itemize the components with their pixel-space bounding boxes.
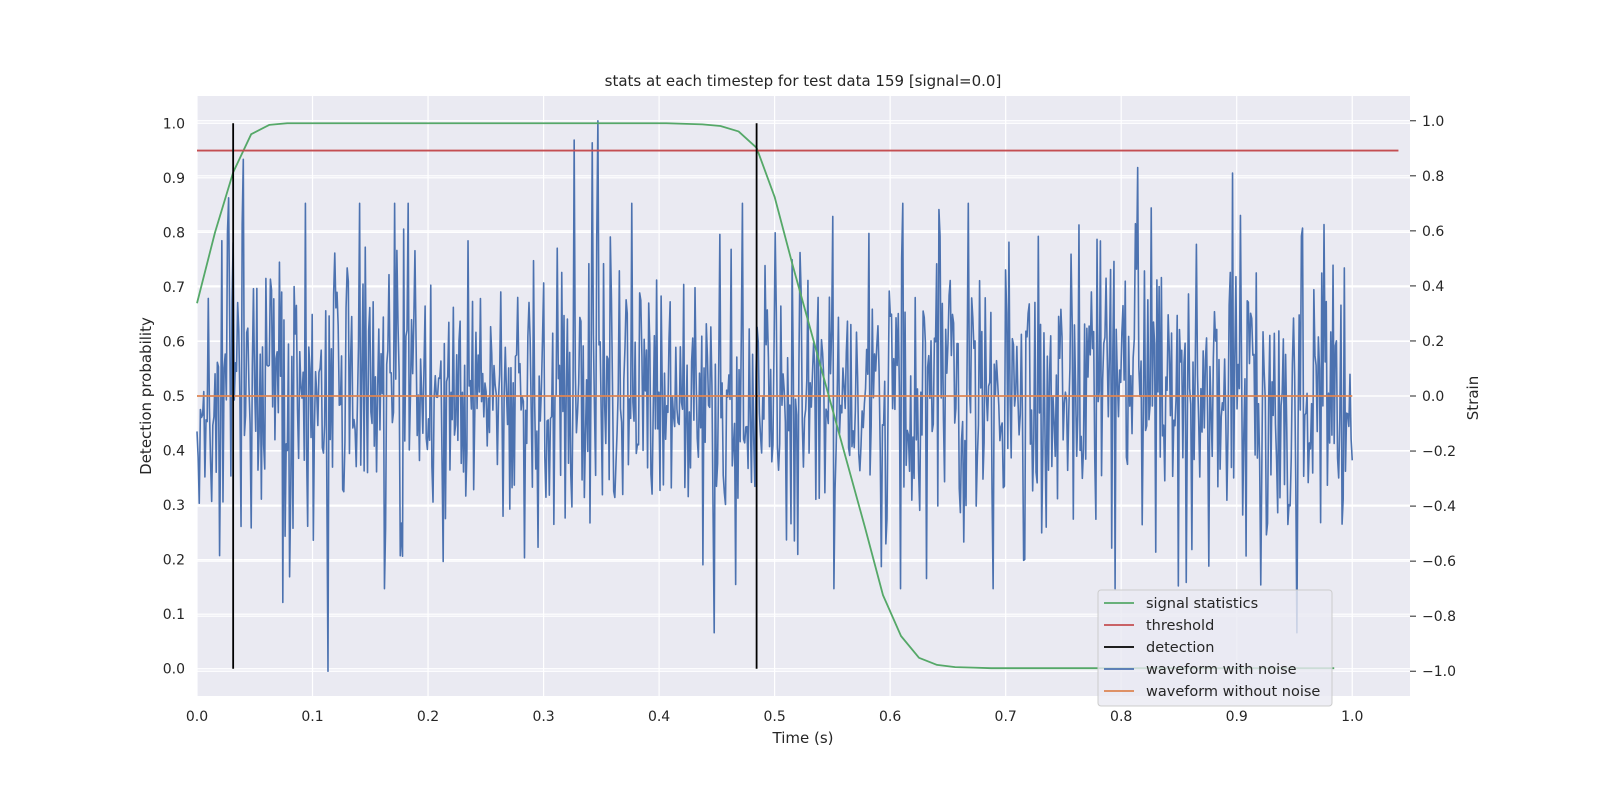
y-left-tick-label: 0.8 [163, 225, 185, 241]
y-right-tick-label: −0.6 [1422, 554, 1456, 570]
y-right-tick-label: 0.6 [1422, 224, 1444, 240]
y-axis-right-ticks: −1.0 −0.8 −0.6 −0.4 −0.2 0.0 0.2 0.4 0.6 0.8 1.0 [1410, 114, 1456, 680]
x-tick-label: 0.5 [763, 709, 785, 725]
legend-label-detection: detection [1146, 640, 1214, 656]
y-right-tick-label: −0.2 [1422, 444, 1456, 460]
y-left-tick-label: 0.3 [163, 498, 185, 514]
y-axis-left-ticks: 0.0 0.1 0.2 0.3 0.4 0.5 0.6 0.7 0.8 0.9 1.0 [163, 116, 185, 677]
y-right-tick-label: −1.0 [1422, 664, 1456, 680]
y-left-tick-label: 0.4 [163, 444, 185, 460]
legend-box [1097, 589, 1333, 707]
legend-label-threshold: threshold [1146, 618, 1214, 634]
x-axis-ticks: 0.0 0.1 0.2 0.3 0.4 0.5 0.6 0.7 0.8 0.9 1.0 [186, 709, 1364, 725]
y-left-tick-label: 0.6 [163, 334, 185, 350]
legend: signal statistics threshold detection wa… [1097, 589, 1333, 707]
y-left-tick-label: 0.2 [163, 553, 185, 569]
y-left-tick-label: 0.5 [163, 389, 185, 405]
y-left-tick-label: 0.7 [163, 280, 185, 296]
x-tick-label: 0.0 [186, 709, 208, 725]
chart-title: stats at each timestep for test data 159… [605, 72, 1002, 90]
x-tick-label: 0.8 [1110, 709, 1132, 725]
x-tick-label: 0.7 [995, 709, 1017, 725]
y-right-tick-label: −0.4 [1422, 499, 1456, 515]
series-signal-statistics [196, 122, 1335, 670]
x-tick-label: 0.6 [879, 709, 901, 725]
x-tick-label: 0.3 [532, 709, 554, 725]
y-left-tick-label: 0.0 [163, 662, 185, 678]
y-left-tick-label: 1.0 [163, 116, 185, 132]
y-right-tick-label: 1.0 [1422, 114, 1444, 130]
legend-label-waveform-without-noise: waveform without noise [1146, 684, 1320, 700]
y-right-tick-label: 0.2 [1422, 334, 1444, 350]
y-left-tick-label: 0.9 [163, 171, 185, 187]
y-right-tick-label: 0.4 [1422, 279, 1444, 295]
y-axis-right-label: Strain [1464, 376, 1482, 420]
y-axis-left-label: Detection probability [137, 317, 155, 475]
x-tick-label: 0.4 [648, 709, 670, 725]
x-tick-label: 0.1 [301, 709, 323, 725]
y-right-tick-label: 0.0 [1422, 389, 1444, 405]
series-waveform-with-noise [196, 119, 1354, 673]
x-tick-label: 1.0 [1341, 709, 1363, 725]
x-tick-label: 0.2 [417, 709, 439, 725]
legend-label-signal-statistics: signal statistics [1146, 596, 1258, 612]
series-layer [196, 119, 1399, 673]
y-right-tick-label: −0.8 [1422, 609, 1456, 625]
y-left-tick-label: 0.1 [163, 607, 185, 623]
legend-label-waveform-with-noise: waveform with noise [1146, 662, 1297, 678]
x-tick-label: 0.9 [1226, 709, 1248, 725]
x-axis-label: Time (s) [772, 729, 834, 747]
y-right-tick-label: 0.8 [1422, 169, 1444, 185]
